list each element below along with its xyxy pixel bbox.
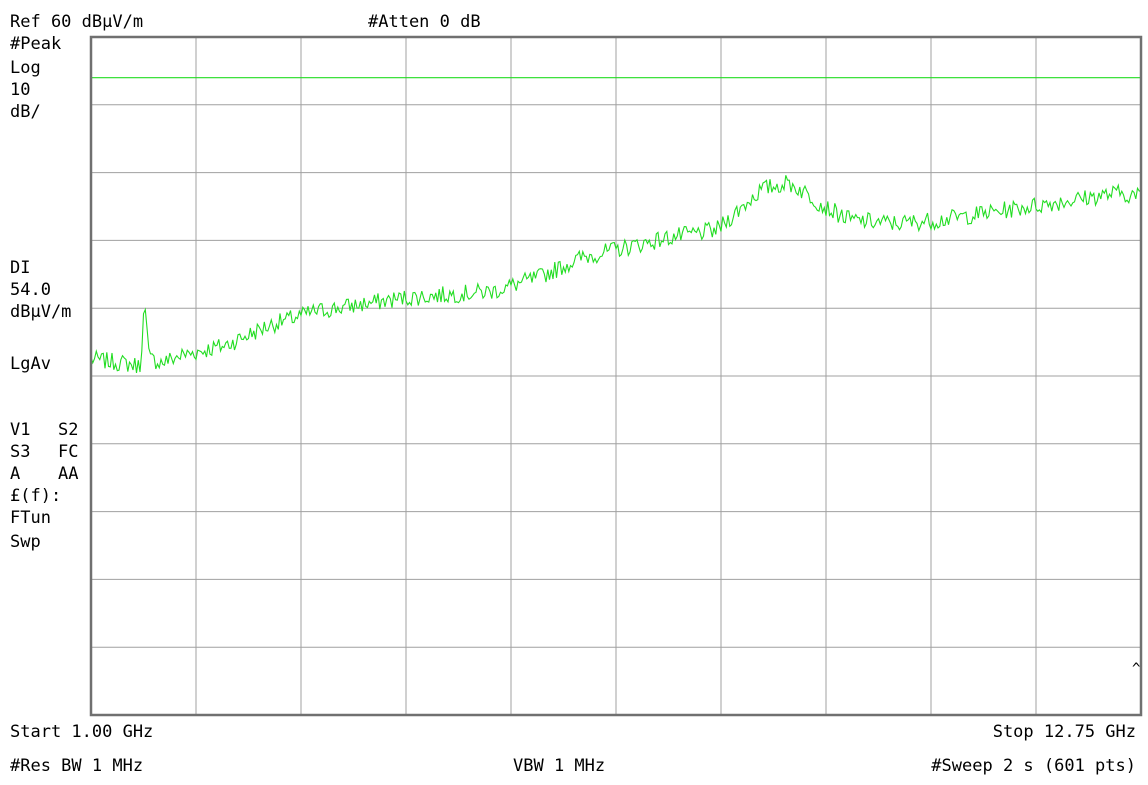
status-fc: FC — [58, 442, 79, 462]
display-line-label: DI — [10, 258, 31, 278]
grid-layer — [91, 37, 1141, 715]
ftun-label: FTun — [10, 508, 51, 528]
average-mode-label: LgAv — [10, 354, 51, 374]
function-label: £(f): — [10, 486, 62, 506]
sweep-label: #Sweep 2 s (601 pts) — [931, 756, 1136, 776]
overrange-caret: ^ — [1132, 661, 1140, 677]
start-frequency-label: Start 1.00 GHz — [10, 722, 154, 742]
status-s3: S3 — [10, 442, 31, 462]
status-v1: V1 — [10, 420, 31, 440]
scale-type-label: Log — [10, 58, 41, 78]
stop-frequency-label: Stop 12.75 GHz — [992, 722, 1136, 742]
status-aa: AA — [58, 464, 79, 484]
display-line-unit: dBμV/m — [10, 302, 72, 322]
scale-unit-label: dB/ — [10, 102, 41, 122]
plot-border — [89, 35, 1143, 717]
attenuation-label: #Atten 0 dB — [368, 12, 481, 32]
status-a: A — [10, 464, 21, 484]
display-line-value: 54.0 — [10, 280, 51, 300]
detector-label: #Peak — [10, 34, 62, 54]
res-bw-label: #Res BW 1 MHz — [10, 756, 144, 776]
scale-value-label: 10 — [10, 80, 31, 100]
vbw-label: VBW 1 MHz — [513, 756, 606, 776]
ref-level-label: Ref 60 dBμV/m — [10, 12, 144, 32]
swp-label: Swp — [10, 532, 41, 552]
status-s2: S2 — [58, 420, 79, 440]
spectrum-trace — [90, 175, 1142, 373]
